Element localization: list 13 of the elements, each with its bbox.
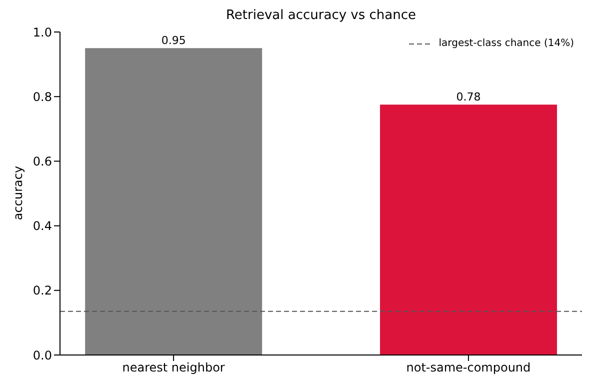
- data-label: 0.95: [161, 34, 186, 48]
- y-tick-label: 0.0: [32, 348, 52, 362]
- data-label: 0.78: [456, 90, 481, 104]
- y-tick-label: 0.6: [32, 154, 52, 168]
- x-tick-label: not-same-compound: [406, 360, 531, 375]
- x-tick-label: nearest neighbor: [122, 360, 225, 375]
- y-tick-label: 0.8: [32, 90, 52, 104]
- y-axis-title: accuracy: [11, 166, 25, 220]
- y-tick-label: 1.0: [32, 25, 52, 40]
- y-tick-label: 0.4: [32, 219, 52, 234]
- legend-label: largest-class chance (14%): [438, 38, 574, 49]
- chart-title: Retrieval accuracy vs chance: [224, 8, 418, 23]
- y-tick-label: 0.2: [32, 284, 52, 298]
